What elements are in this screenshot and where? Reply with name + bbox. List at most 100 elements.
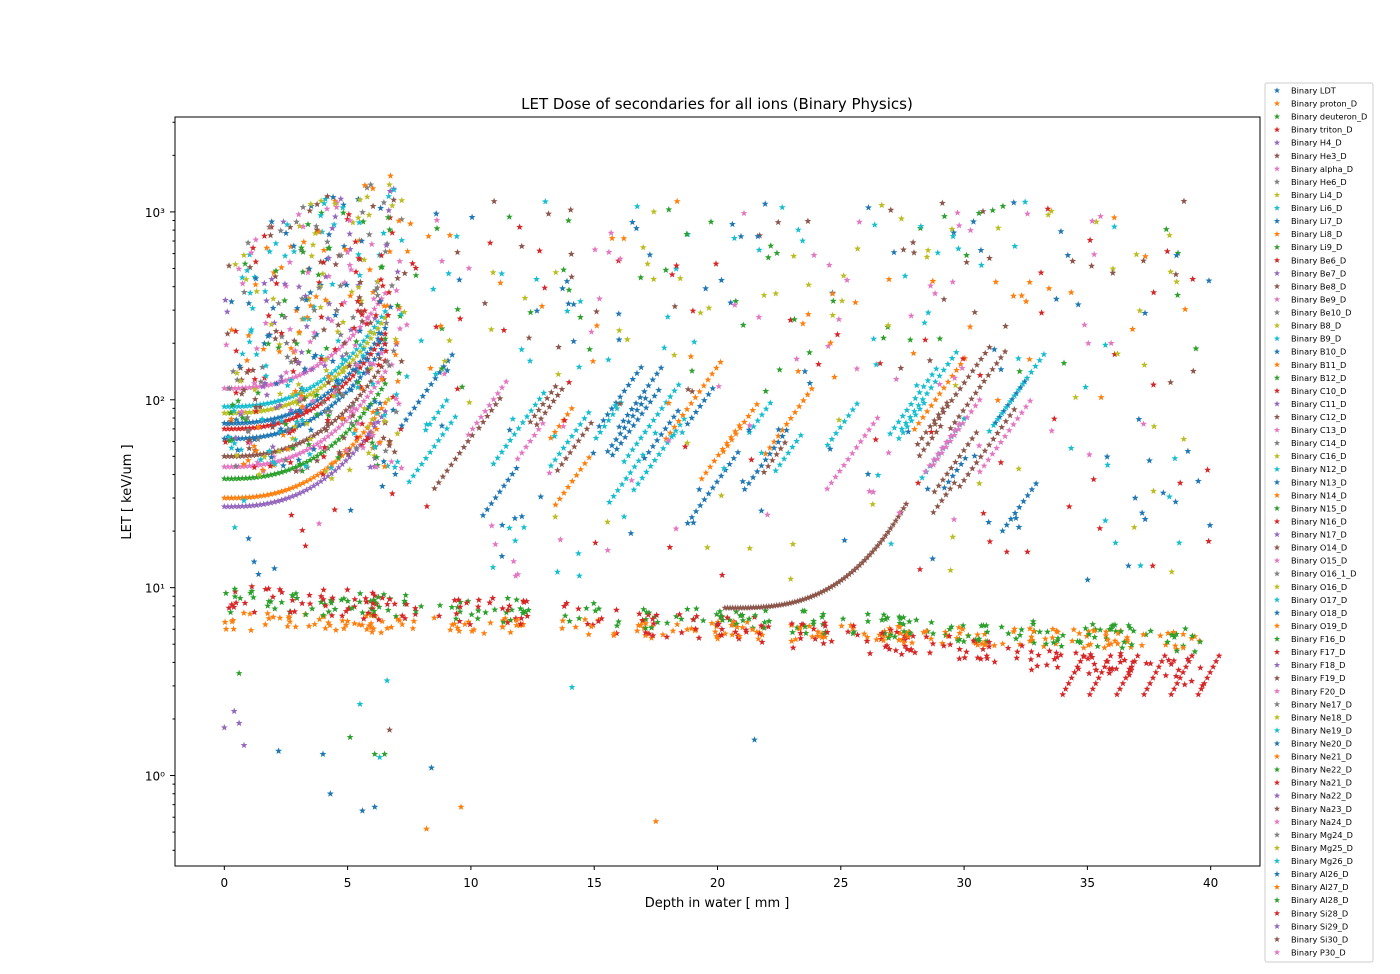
data-point xyxy=(531,412,538,419)
data-point xyxy=(526,437,534,444)
data-point xyxy=(383,240,391,247)
data-point xyxy=(249,493,257,500)
data-point xyxy=(944,360,952,367)
data-point xyxy=(298,467,306,474)
data-point xyxy=(330,221,338,228)
data-point xyxy=(983,654,991,662)
data-point xyxy=(732,297,740,305)
data-point xyxy=(371,355,378,363)
data-point xyxy=(1021,378,1029,385)
data-point xyxy=(313,410,321,418)
data-point xyxy=(288,442,296,450)
data-point xyxy=(761,618,769,626)
data-point xyxy=(1026,278,1034,286)
data-point xyxy=(245,474,253,481)
data-point xyxy=(735,635,743,642)
data-point xyxy=(287,608,294,615)
data-point xyxy=(396,257,404,265)
data-point xyxy=(1188,634,1195,642)
data-point xyxy=(342,607,350,615)
data-point xyxy=(568,477,576,485)
data-point xyxy=(742,626,750,633)
data-point xyxy=(231,494,239,501)
data-point xyxy=(836,423,844,431)
data-point xyxy=(726,604,734,611)
data-point xyxy=(546,469,553,476)
data-point xyxy=(374,318,382,325)
data-point xyxy=(378,413,386,420)
data-point xyxy=(916,565,924,573)
legend-label: Binary Ne21_D xyxy=(1291,752,1352,762)
data-point xyxy=(299,223,307,230)
legend-marker xyxy=(1273,492,1281,498)
data-point xyxy=(235,265,243,272)
data-point xyxy=(390,347,398,354)
data-point xyxy=(1166,493,1173,500)
x-tick-label: 0 xyxy=(220,876,228,890)
data-point xyxy=(342,363,350,371)
data-point xyxy=(539,419,547,427)
data-point xyxy=(860,630,868,637)
data-point xyxy=(683,230,691,238)
data-point xyxy=(511,537,519,544)
legend-label: Binary N14_D xyxy=(1291,490,1347,500)
data-point xyxy=(292,408,300,415)
data-point xyxy=(371,323,378,331)
data-point xyxy=(253,451,260,458)
data-point xyxy=(317,598,325,606)
data-point xyxy=(302,462,310,469)
data-point xyxy=(313,480,321,487)
data-point xyxy=(439,431,447,438)
legend-label: Binary O18_D xyxy=(1291,608,1347,618)
data-point xyxy=(1105,669,1113,677)
data-point xyxy=(512,572,520,579)
data-point xyxy=(302,542,309,549)
data-point xyxy=(1150,487,1157,494)
data-point xyxy=(804,310,812,318)
data-point xyxy=(295,358,303,366)
data-point xyxy=(573,471,580,479)
data-point xyxy=(292,387,299,395)
data-point xyxy=(971,308,979,316)
data-point xyxy=(1035,651,1042,659)
data-point xyxy=(281,427,289,435)
data-point xyxy=(905,628,912,636)
data-point xyxy=(845,570,853,578)
data-point xyxy=(355,283,362,291)
data-point xyxy=(243,266,251,274)
data-point xyxy=(364,314,372,321)
data-point xyxy=(263,432,271,439)
data-point xyxy=(559,422,567,430)
data-point xyxy=(378,330,386,337)
data-point xyxy=(245,408,253,416)
data-point xyxy=(554,568,561,575)
data-point xyxy=(757,622,765,629)
data-point xyxy=(999,527,1006,534)
data-point xyxy=(555,450,563,457)
data-point xyxy=(378,319,386,327)
data-point xyxy=(242,424,250,432)
data-point xyxy=(238,419,246,426)
data-point xyxy=(440,363,448,370)
data-point xyxy=(764,253,772,261)
data-point xyxy=(344,617,351,625)
data-point xyxy=(346,362,353,369)
data-point xyxy=(1175,539,1183,546)
legend-marker xyxy=(1273,883,1281,890)
data-point xyxy=(572,623,580,630)
data-point xyxy=(754,417,762,424)
data-point xyxy=(705,304,713,311)
data-point xyxy=(878,201,886,209)
data-point xyxy=(757,603,765,610)
legend-label: Binary N13_D xyxy=(1291,477,1347,487)
data-point xyxy=(900,638,908,646)
data-point xyxy=(638,410,646,417)
data-point xyxy=(801,367,809,375)
data-point xyxy=(252,447,260,454)
data-point xyxy=(238,425,246,432)
data-point xyxy=(359,208,366,216)
data-point xyxy=(394,301,401,309)
data-point xyxy=(465,618,472,625)
data-point xyxy=(824,441,832,448)
